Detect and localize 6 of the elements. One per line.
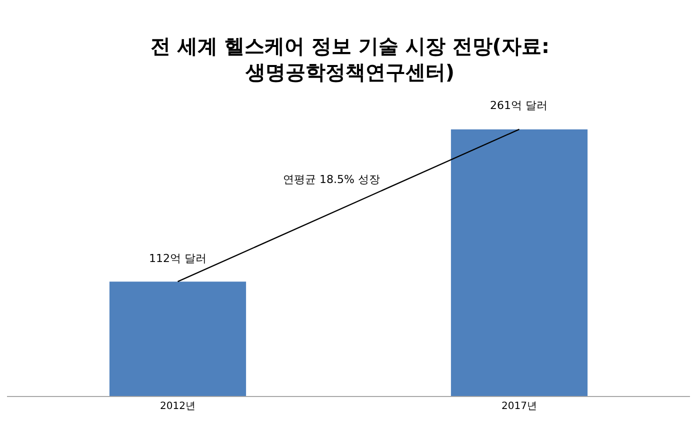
x-tick-label: 2017년 <box>502 401 537 412</box>
annotation: 연평균 18.5% 성장 <box>283 173 380 186</box>
chart-title: 전 세계 헬스케어 정보 기술 시장 전망(자료: 생명공학정책연구센터) <box>150 34 550 84</box>
x-tick-label: 2012년 <box>160 401 196 412</box>
data-label: 112억 달러 <box>149 252 206 265</box>
data-label: 261억 달러 <box>490 99 548 112</box>
